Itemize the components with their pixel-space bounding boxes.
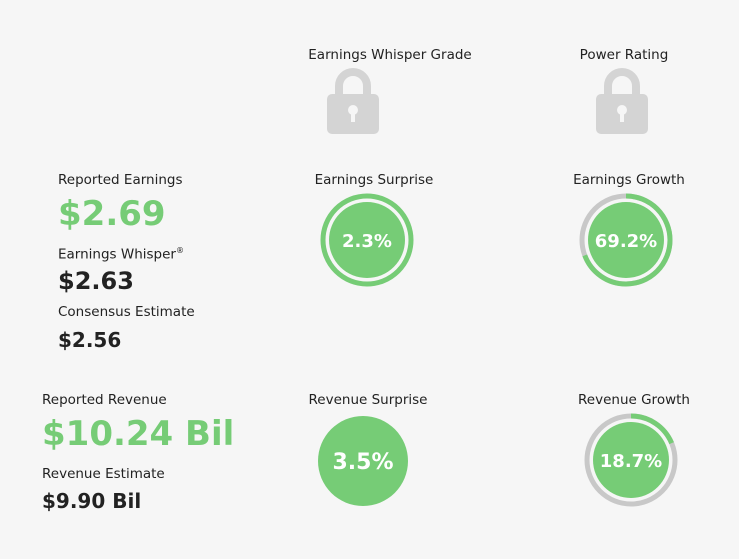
registered-mark: ® (176, 246, 184, 255)
earnings-whisper-label: Earnings Whisper® (58, 246, 184, 263)
reported-earnings-label: Reported Earnings (58, 172, 183, 188)
earnings-surprise-label: Earnings Surprise (314, 172, 434, 188)
earnings-whisper-value: $2.63 (58, 267, 134, 295)
revenue-surprise-value: 3.5% (332, 450, 393, 475)
lock-icon (594, 66, 650, 134)
earnings-surprise-ring: 2.3% (320, 193, 414, 287)
revenue-growth-ring: 18.7% (584, 413, 678, 507)
lock-icon (325, 66, 381, 134)
earnings-surprise-value: 2.3% (342, 231, 392, 252)
earnings-growth-ring: 69.2% (579, 193, 673, 287)
revenue-growth-value: 18.7% (600, 451, 662, 472)
power-rating-label: Power Rating (579, 47, 669, 63)
earnings-growth-value: 69.2% (595, 231, 657, 252)
reported-revenue-value: $10.24 Bil (42, 414, 235, 454)
reported-revenue-label: Reported Revenue (42, 392, 167, 408)
revenue-surprise-circle: 3.5% (317, 415, 409, 507)
whisper-grade-label: Earnings Whisper Grade (308, 47, 472, 63)
consensus-estimate-value: $2.56 (58, 328, 122, 352)
revenue-estimate-value: $9.90 Bil (42, 489, 142, 513)
revenue-surprise-label: Revenue Surprise (308, 392, 428, 408)
revenue-estimate-label: Revenue Estimate (42, 466, 165, 482)
earnings-growth-label: Earnings Growth (573, 172, 685, 188)
revenue-growth-label: Revenue Growth (578, 392, 690, 408)
reported-earnings-value: $2.69 (58, 194, 166, 234)
consensus-estimate-label: Consensus Estimate (58, 304, 195, 320)
